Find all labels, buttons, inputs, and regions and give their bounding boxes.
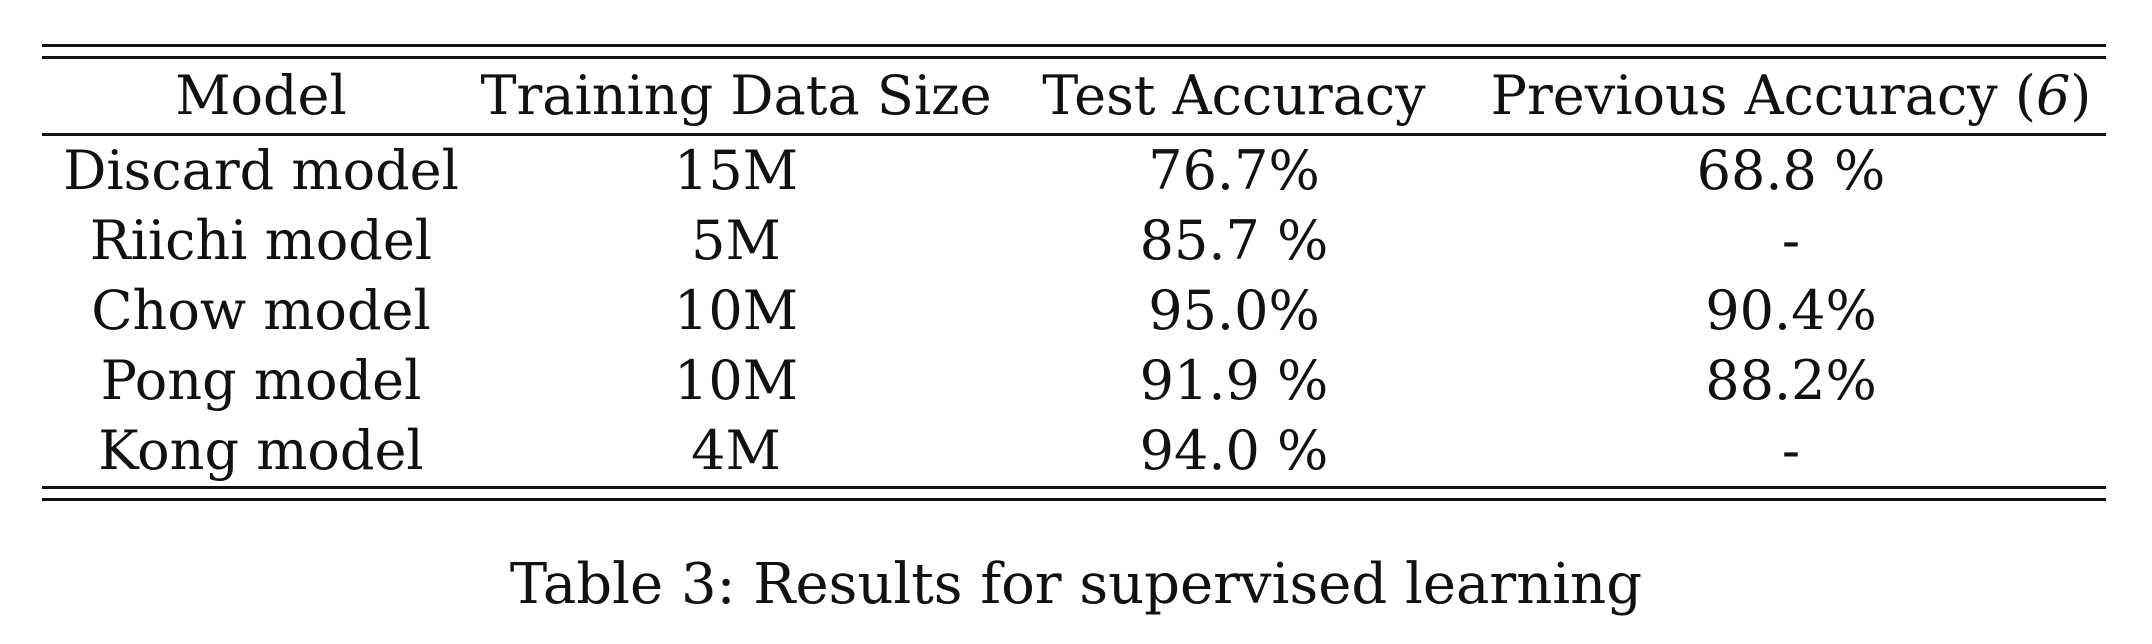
header-model: Model: [175, 64, 347, 127]
table-row: Discard model 15M 76.7% 68.8 %: [42, 136, 2106, 206]
cell-previous-accuracy: 90.4%: [1705, 279, 1877, 342]
table-caption: Table 3: Results for supervised learning: [509, 552, 1643, 617]
table-row: Kong model 4M 94.0 % -: [42, 416, 2106, 486]
table-row: Riichi model 5M 85.7 % -: [42, 206, 2106, 276]
citation-reference: 6: [2035, 64, 2071, 127]
cell-previous-accuracy: -: [1781, 209, 1801, 272]
cell-test-accuracy: 76.7%: [1148, 139, 1320, 202]
cell-test-accuracy: 85.7 %: [1139, 209, 1329, 272]
table-row: Chow model 10M 95.0% 90.4%: [42, 276, 2106, 346]
top-rule-inner: [42, 56, 2106, 59]
header-previous-accuracy-close: ): [2070, 64, 2092, 127]
cell-test-accuracy: 91.9 %: [1139, 349, 1329, 412]
cell-size: 4M: [691, 419, 781, 482]
cell-previous-accuracy: 68.8 %: [1696, 139, 1886, 202]
header-training-data-size: Training Data Size: [480, 64, 992, 127]
cell-size: 10M: [673, 349, 798, 412]
cell-model: Riichi model: [89, 209, 433, 272]
table-row: Pong model 10M 91.9 % 88.2%: [42, 346, 2106, 416]
cell-size: 5M: [691, 209, 781, 272]
cell-model: Kong model: [98, 419, 424, 482]
cell-previous-accuracy: -: [1781, 419, 1801, 482]
results-table-body: Discard model 15M 76.7% 68.8 % Riichi mo…: [42, 136, 2106, 486]
cell-size: 10M: [673, 279, 798, 342]
cell-test-accuracy: 95.0%: [1148, 279, 1320, 342]
cell-size: 15M: [673, 139, 798, 202]
bottom-rule-inner: [42, 498, 2106, 501]
results-table-container: Model Training Data Size Test Accuracy P…: [42, 44, 2106, 501]
bottom-rule: [42, 486, 2106, 489]
header-previous-accuracy-label: Previous Accuracy (: [1490, 64, 2036, 127]
header-test-accuracy: Test Accuracy: [1042, 64, 1426, 127]
cell-previous-accuracy: 88.2%: [1705, 349, 1877, 412]
cell-model: Pong model: [100, 349, 422, 412]
cell-model: Chow model: [91, 279, 431, 342]
results-table: Model Training Data Size Test Accuracy P…: [42, 59, 2106, 133]
header-previous-accuracy: Previous Accuracy (6): [1476, 59, 2106, 133]
cell-model: Discard model: [63, 139, 459, 202]
top-rule: [42, 44, 2106, 47]
cell-test-accuracy: 94.0 %: [1139, 419, 1329, 482]
header-rule: [42, 133, 2106, 136]
header-row: Model Training Data Size Test Accuracy P…: [42, 59, 2106, 133]
